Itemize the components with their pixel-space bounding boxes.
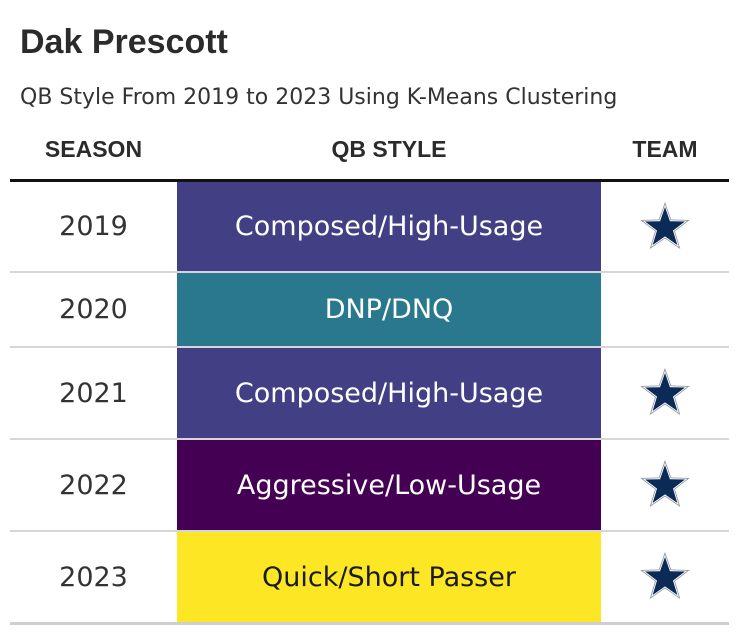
chart-title: Dak Prescott [20,23,228,61]
season-cell: 2020 [59,294,128,325]
column-header-qb-style: QB STYLE [331,136,447,162]
team-cell [601,182,729,271]
qb-style-cell: Quick/Short Passer [177,532,601,622]
star-fill [645,557,685,595]
column-header-team: TEAM [632,136,698,162]
table-row: 2022 Aggressive/Low-Usage [10,440,729,532]
season-cell: 2022 [59,469,128,501]
qb-style-cell: Composed/High-Usage [177,182,601,271]
header-rule [10,179,729,182]
qb-style-cell: Composed/High-Usage [177,348,601,438]
table-row: 2019 Composed/High-Usage [10,182,729,273]
team-cell [601,440,729,530]
table-row: 2023 Quick/Short Passer [10,532,729,625]
chart-subtitle: QB Style From 2019 to 2023 Using K-Means… [20,85,618,110]
table-row: 2020 DNP/DNQ [10,273,729,348]
cowboys-star-icon [640,552,690,600]
team-cell [601,348,729,438]
season-cell: 2023 [59,561,128,593]
table-row: 2021 Composed/High-Usage [10,348,729,440]
cowboys-star-icon [640,368,690,416]
table-body: 2019 Composed/High-Usage 2020 DNP/DNQ 20… [10,182,729,625]
team-cell [601,273,729,346]
cowboys-star-icon [640,201,690,249]
star-fill [645,373,685,411]
star-fill [645,206,685,245]
star-fill [645,465,685,503]
season-cell: 2019 [59,211,128,242]
cowboys-star-icon [640,460,690,508]
column-header-season: SEASON [44,136,143,162]
season-cell: 2021 [59,377,128,409]
qb-style-cell: DNP/DNQ [177,273,601,346]
team-cell [601,532,729,622]
qb-style-cell: Aggressive/Low-Usage [177,440,601,530]
